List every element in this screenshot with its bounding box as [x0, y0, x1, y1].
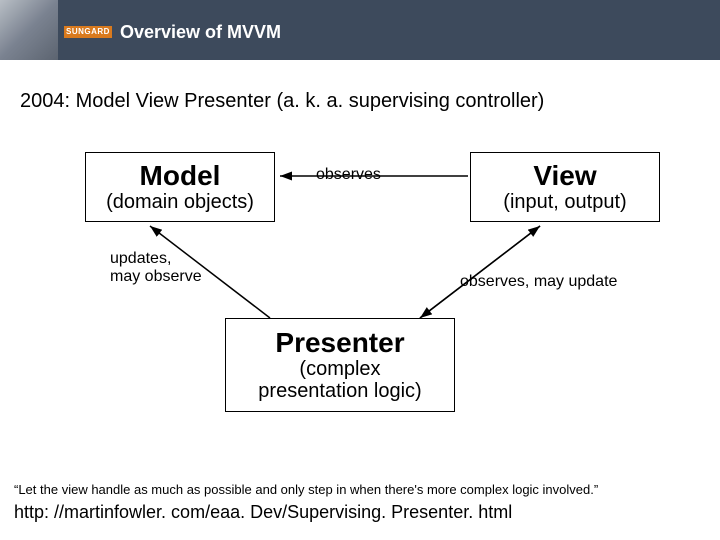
- brand-logo: SUNGARD: [64, 26, 112, 38]
- quote-text: “Let the view handle as much as possible…: [14, 482, 598, 497]
- node-subtitle: (domain objects): [106, 191, 254, 213]
- edge-label-observes-update: observes, may update: [460, 273, 617, 291]
- node-subtitle: (input, output): [503, 191, 626, 213]
- edge-label-updates: updates, may observe: [110, 250, 202, 287]
- node-title: View: [533, 161, 596, 192]
- node-model: Model (domain objects): [85, 152, 275, 222]
- header-photo: [0, 0, 58, 60]
- node-subtitle: (complex presentation logic): [258, 358, 421, 402]
- node-title: Model: [140, 161, 221, 192]
- slide-header: SUNGARD Overview of MVVM: [0, 0, 720, 60]
- node-title: Presenter: [275, 328, 404, 359]
- diagram-arrows: [0, 0, 720, 540]
- edge-label-observes: observes: [316, 166, 381, 184]
- slide-title: Overview of MVVM: [120, 22, 281, 43]
- reference-url: http: //martinfowler. com/eaa. Dev/Super…: [14, 502, 512, 523]
- slide-subtitle: 2004: Model View Presenter (a. k. a. sup…: [20, 90, 544, 113]
- node-presenter: Presenter (complex presentation logic): [225, 318, 455, 412]
- node-view: View (input, output): [470, 152, 660, 222]
